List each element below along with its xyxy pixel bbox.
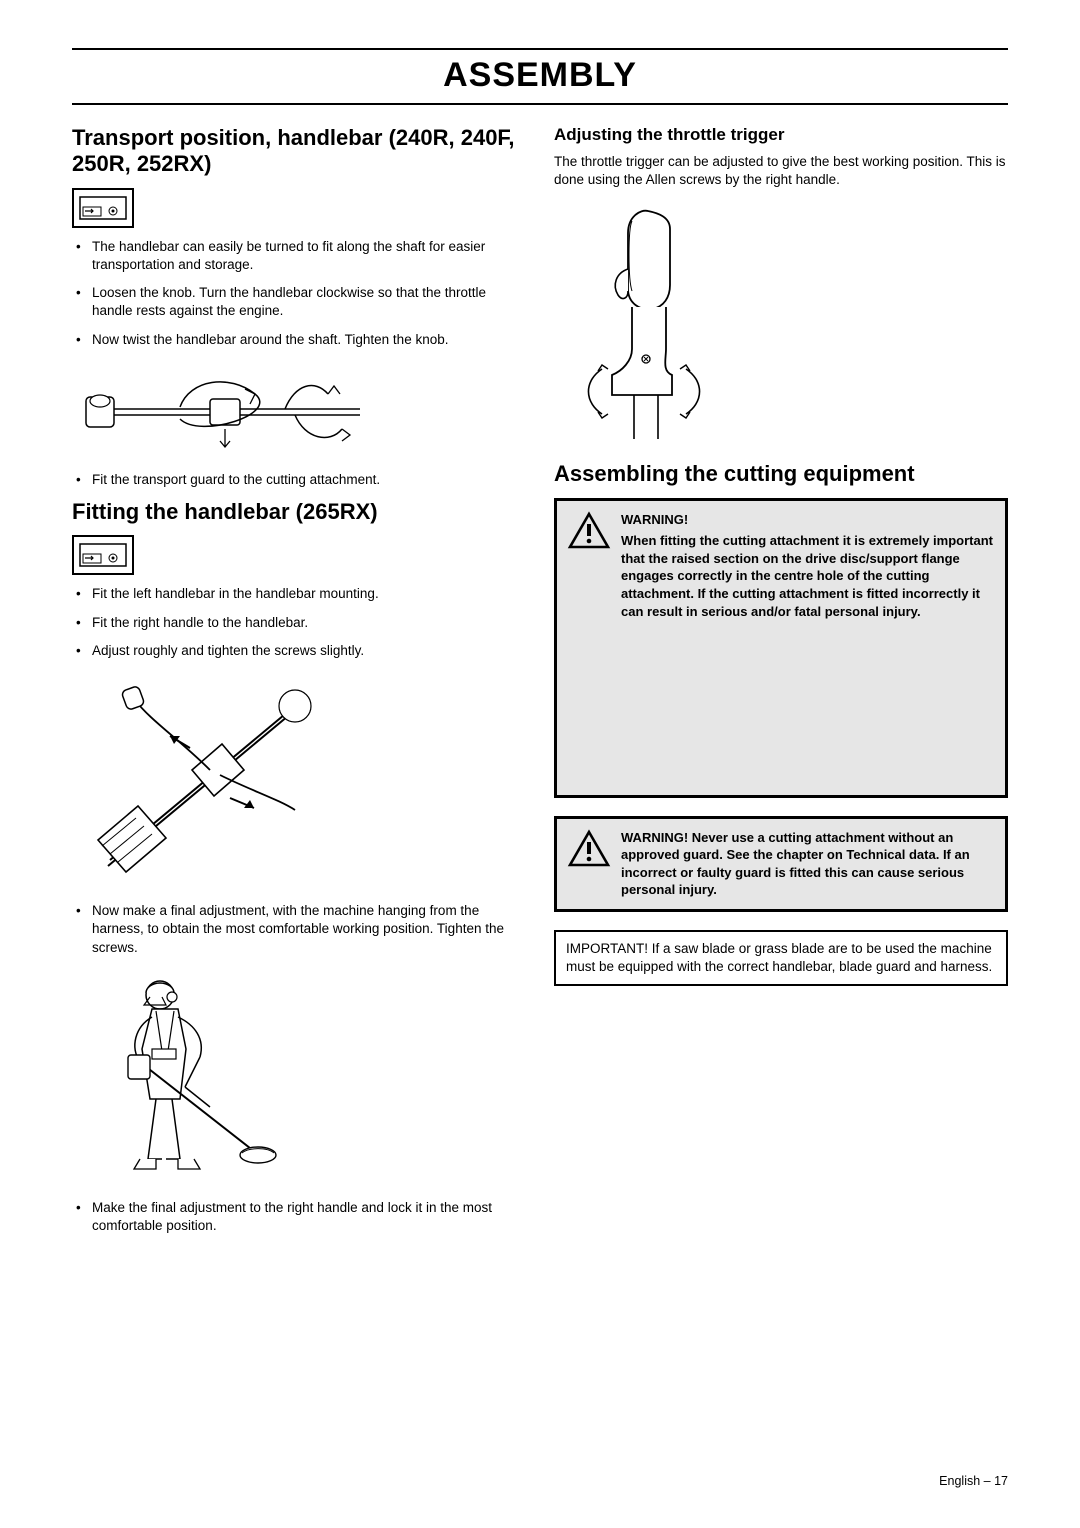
content-columns: Transport position, handlebar (240R, 240… xyxy=(72,125,1008,1245)
list-item: Loosen the knob. Turn the handlebar cloc… xyxy=(72,284,526,320)
footer-sep: – xyxy=(984,1474,991,1488)
heading-transport-position: Transport position, handlebar (240R, 240… xyxy=(72,125,526,178)
important-text: IMPORTANT! If a saw blade or grass blade… xyxy=(566,941,992,974)
diagram-handlebar-fitting xyxy=(80,670,526,890)
warning-box-2: WARNING! Never use a cutting attachment … xyxy=(554,816,1008,912)
list-item: Make the final adjustment to the right h… xyxy=(72,1199,526,1235)
list-item: Now make a final adjustment, with the ma… xyxy=(72,902,526,957)
page-title-bar: ASSEMBLY xyxy=(72,48,1008,105)
reference-icon xyxy=(72,535,134,575)
warning-label: WARNING! xyxy=(621,511,993,529)
right-column: Adjusting the throttle trigger The throt… xyxy=(554,125,1008,1245)
heading-throttle: Adjusting the throttle trigger xyxy=(554,125,1008,145)
warning-box-1: WARNING! When fitting the cutting attach… xyxy=(554,498,1008,798)
diagram-throttle xyxy=(562,199,1008,449)
warning-triangle-icon xyxy=(567,511,611,551)
list-item: Adjust roughly and tighten the screws sl… xyxy=(72,642,526,660)
warning-body: When fitting the cutting attachment it i… xyxy=(621,533,993,618)
left-column: Transport position, handlebar (240R, 240… xyxy=(72,125,526,1245)
list-item: Fit the left handlebar in the handlebar … xyxy=(72,585,526,603)
list-item: Fit the transport guard to the cutting a… xyxy=(72,471,526,489)
throttle-text: The throttle trigger can be adjusted to … xyxy=(554,153,1008,189)
list-item: The handlebar can easily be turned to fi… xyxy=(72,238,526,274)
fitting-bullets-3: Make the final adjustment to the right h… xyxy=(72,1199,526,1235)
fitting-bullets-2: Now make a final adjustment, with the ma… xyxy=(72,902,526,957)
list-item: Now twist the handlebar around the shaft… xyxy=(72,331,526,349)
important-box: IMPORTANT! If a saw blade or grass blade… xyxy=(554,930,1008,986)
page-footer: English – 17 xyxy=(939,1474,1008,1488)
warning-body: WARNING! Never use a cutting attachment … xyxy=(621,830,970,898)
warning-text: WARNING! Never use a cutting attachment … xyxy=(621,829,993,899)
list-item: Fit the right handle to the handlebar. xyxy=(72,614,526,632)
footer-language: English xyxy=(939,1474,980,1488)
reference-icon xyxy=(72,188,134,228)
heading-assembling-cutting: Assembling the cutting equipment xyxy=(554,461,1008,487)
transport-bullets: The handlebar can easily be turned to fi… xyxy=(72,238,526,349)
page-title: ASSEMBLY xyxy=(72,56,1008,95)
diagram-handlebar-transport xyxy=(80,359,526,459)
diagram-operator xyxy=(80,967,526,1187)
warning-triangle-icon xyxy=(567,829,611,869)
transport-bullets-2: Fit the transport guard to the cutting a… xyxy=(72,471,526,489)
warning-text: WARNING! When fitting the cutting attach… xyxy=(621,511,993,620)
heading-fitting-handlebar: Fitting the handlebar (265RX) xyxy=(72,499,526,525)
footer-page-number: 17 xyxy=(994,1474,1008,1488)
fitting-bullets: Fit the left handlebar in the handlebar … xyxy=(72,585,526,660)
